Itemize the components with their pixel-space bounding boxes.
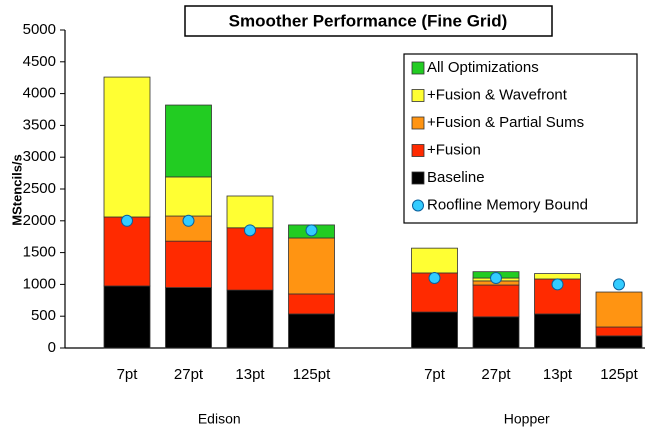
x-tick-label: 13pt [543,366,573,383]
x-tick-label: 125pt [600,366,638,383]
roofline-point [305,224,318,237]
legend-label: +Fusion & Partial Sums [427,114,584,131]
legend-marker [412,199,424,212]
bar-segment [165,287,212,349]
bar-segment [165,104,212,178]
group-label: Hopper [504,411,550,427]
roofline-point [551,278,564,291]
bar-segment [472,316,520,349]
bar-segment [226,289,274,349]
x-tick-label: 7pt [424,366,446,383]
y-tick-label: 1000 [23,275,56,292]
bar-segment [226,227,274,291]
roofline-point [182,214,195,227]
legend-box [403,53,638,224]
legend-label: Baseline [427,169,485,186]
legend-label: All Optimizations [427,59,539,76]
legend-swatch [411,144,425,157]
y-tick-label: 4500 [23,53,56,70]
x-tick-label: 125pt [293,366,331,383]
title-box [184,5,553,37]
roofline-point [428,272,441,285]
y-tick-label: 500 [31,307,56,324]
bar-segment [595,291,643,328]
legend-label: +Fusion [427,141,481,158]
legend-swatch [411,89,425,102]
x-tick-label: 27pt [174,366,204,383]
roofline-point [244,224,256,237]
legend-label: +Fusion & Wavefront [427,86,568,103]
y-tick-label: 3000 [23,148,56,165]
legend-swatch [411,171,425,185]
y-axis-label: MStencils/s [9,154,24,226]
legend-swatch [411,61,425,75]
bar-segment [472,284,520,318]
bar-segment [595,335,643,349]
group-label: Edison [198,411,241,427]
bar-segment [288,293,335,315]
x-tick-label: 27pt [481,366,511,383]
y-tick-label: 2000 [23,212,56,229]
y-tick-label: 3500 [23,116,56,133]
bar-segment [165,176,212,217]
chart-title: Smoother Performance (Fine Grid) [229,11,508,30]
bar-segment [534,313,581,349]
x-tick-label: 7pt [117,366,139,383]
roofline-point [490,272,502,285]
roofline-point [613,278,625,291]
bar-segment [411,311,458,349]
bar-segment [534,273,581,280]
y-tick-label: 4000 [23,85,56,102]
y-tick-label: 2500 [23,180,56,197]
y-tick-label: 1500 [23,244,56,261]
bar-segment [226,195,274,229]
bar-segment [288,237,335,295]
y-tick-label: 0 [48,339,56,356]
bar-segment [411,247,458,274]
legend-swatch [411,116,425,130]
bar-segment [103,216,151,287]
bar-segment [165,240,212,288]
bar-segment [288,313,335,349]
y-tick-label: 5000 [23,21,56,38]
legend-label: Roofline Memory Bound [427,196,588,213]
bar-segment [595,326,643,337]
bar-segment [103,76,151,218]
x-tick-label: 13pt [235,366,265,383]
roofline-point [121,214,133,227]
bar-segment [103,285,151,349]
